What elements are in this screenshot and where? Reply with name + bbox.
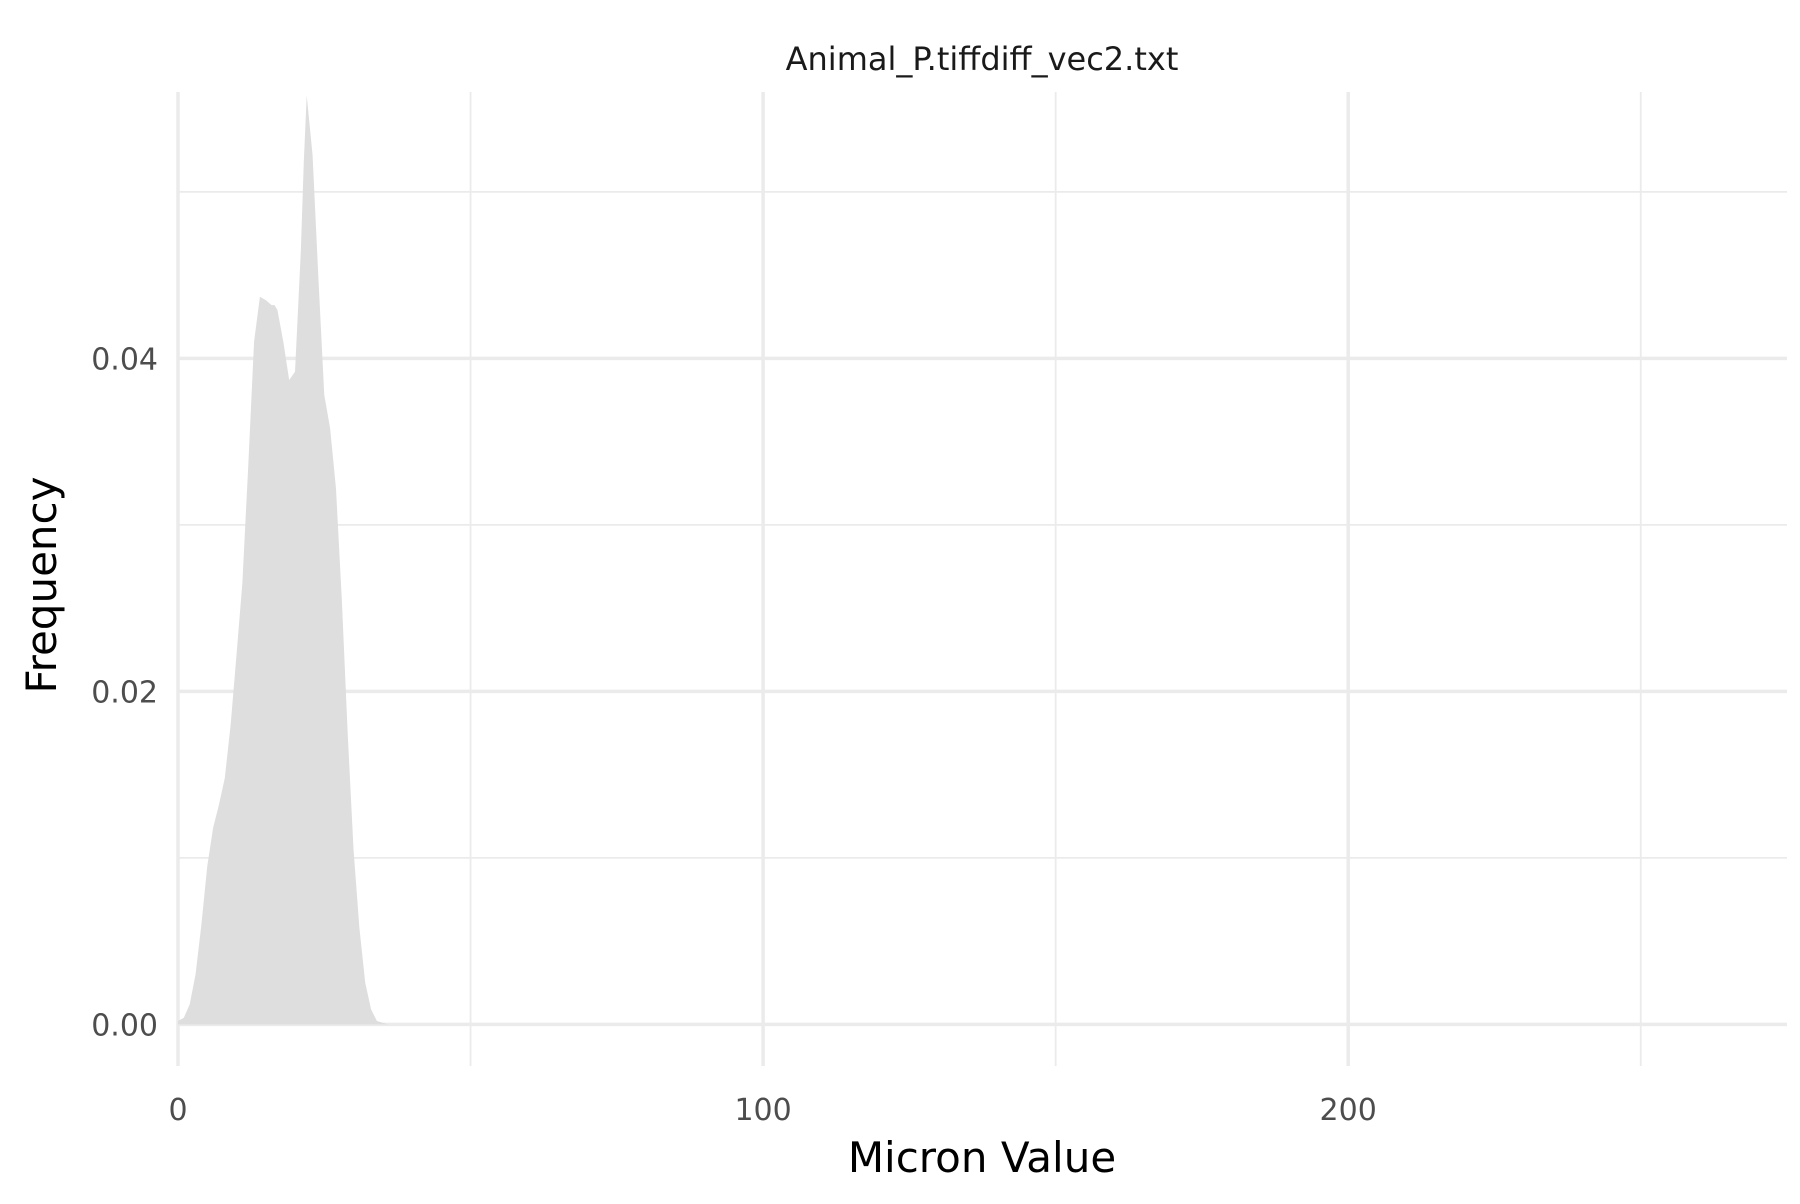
x-tick-label: 100 — [734, 1093, 791, 1128]
density-area — [178, 95, 413, 1025]
y-tick-label: 0.00 — [91, 1008, 158, 1043]
y-axis-label: Frequency — [17, 477, 66, 694]
y-tick-label: 0.04 — [91, 342, 158, 377]
x-axis-label: Micron Value — [848, 1133, 1116, 1182]
x-tick-label: 0 — [168, 1093, 187, 1128]
y-tick-label: 0.02 — [91, 675, 158, 710]
tick-layer: 0 100 200 0.00 0.02 0.04 — [91, 342, 1377, 1128]
grid-layer — [176, 92, 1787, 1066]
chart-title: Animal_P.tiffdiff_vec2.txt — [786, 40, 1179, 78]
x-tick-label: 200 — [1320, 1093, 1377, 1128]
area-layer — [178, 95, 413, 1025]
